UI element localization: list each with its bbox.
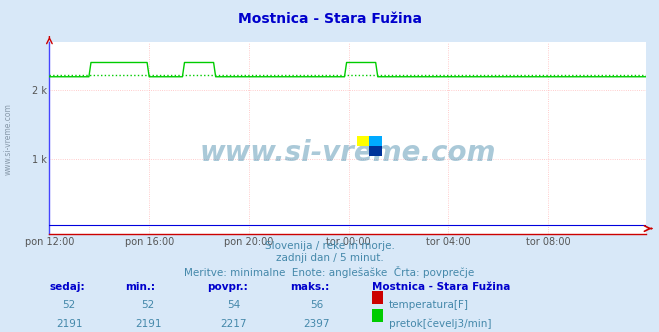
Text: 52: 52 xyxy=(63,300,76,310)
Text: 2191: 2191 xyxy=(56,319,82,329)
Text: 2217: 2217 xyxy=(221,319,247,329)
Text: maks.:: maks.: xyxy=(290,282,330,292)
Bar xyxy=(370,146,382,156)
Text: pretok[čevelj3/min]: pretok[čevelj3/min] xyxy=(389,319,492,329)
Text: Meritve: minimalne  Enote: anglešaške  Črta: povprečje: Meritve: minimalne Enote: anglešaške Črt… xyxy=(185,266,474,278)
Text: min.:: min.: xyxy=(125,282,156,292)
Text: 52: 52 xyxy=(142,300,155,310)
Text: 54: 54 xyxy=(227,300,241,310)
Text: www.si-vreme.com: www.si-vreme.com xyxy=(200,139,496,167)
Text: zadnji dan / 5 minut.: zadnji dan / 5 minut. xyxy=(275,253,384,263)
Text: 2191: 2191 xyxy=(135,319,161,329)
Text: Mostnica - Stara Fužina: Mostnica - Stara Fužina xyxy=(372,282,511,292)
Text: 56: 56 xyxy=(310,300,323,310)
Text: sedaj:: sedaj: xyxy=(49,282,85,292)
Text: povpr.:: povpr.: xyxy=(208,282,248,292)
Text: Mostnica - Stara Fužina: Mostnica - Stara Fužina xyxy=(237,12,422,26)
Text: Slovenija / reke in morje.: Slovenija / reke in morje. xyxy=(264,241,395,251)
Bar xyxy=(357,136,370,146)
Text: temperatura[F]: temperatura[F] xyxy=(389,300,469,310)
Bar xyxy=(370,136,382,146)
Text: 2397: 2397 xyxy=(303,319,330,329)
Text: www.si-vreme.com: www.si-vreme.com xyxy=(3,104,13,175)
